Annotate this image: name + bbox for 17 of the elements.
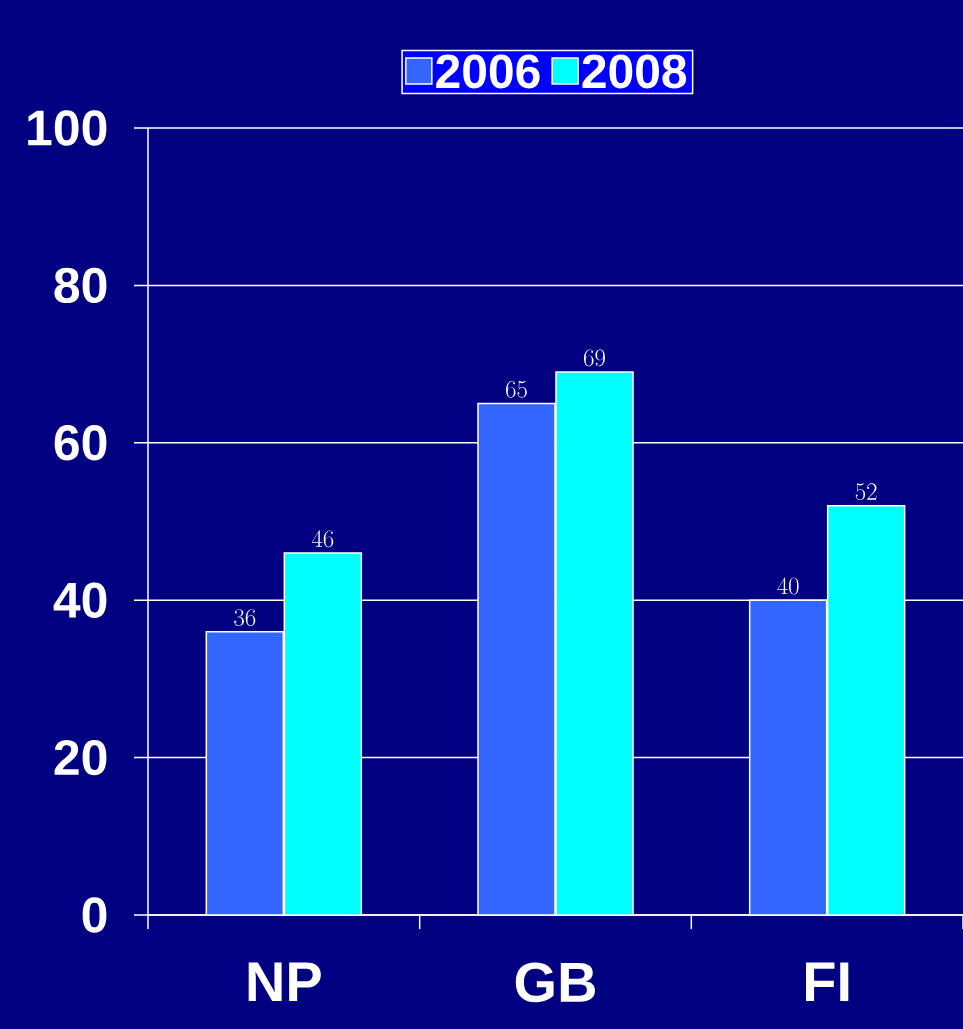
legend-label: 2008	[582, 54, 687, 89]
x-tick-label: GB	[515, 962, 595, 1003]
data-label: 52	[855, 483, 877, 501]
data-label: 40	[777, 577, 799, 595]
y-tick-label: 80	[54, 267, 107, 304]
y-tick-label: 40	[53, 582, 107, 618]
data-label: 36	[234, 609, 256, 626]
y-tick-label: 0	[82, 897, 107, 933]
x-tick-label: FI	[806, 962, 849, 1002]
data-label: 46	[311, 530, 334, 548]
y-tick-label: 100	[28, 110, 107, 146]
x-tick-label: NP	[248, 962, 321, 1002]
data-label: 65	[506, 380, 527, 398]
y-tick-label: 60	[54, 425, 107, 461]
data-label: 69	[584, 349, 605, 367]
y-tick-label: 20	[54, 739, 107, 776]
legend-label: 2006	[436, 54, 540, 89]
